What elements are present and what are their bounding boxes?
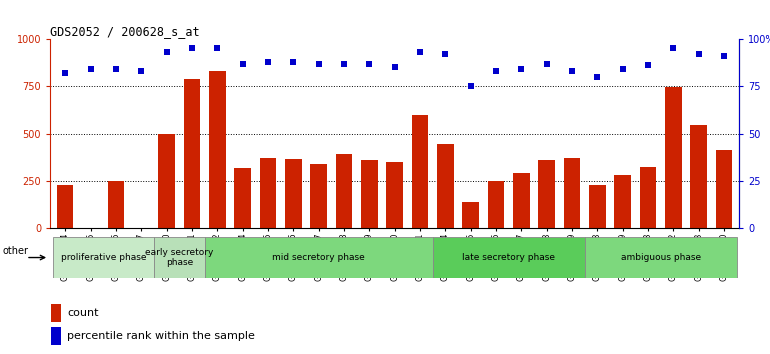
- Point: [591, 74, 604, 80]
- Point: [363, 61, 376, 67]
- Bar: [487, 181, 504, 228]
- Bar: [159, 133, 175, 228]
- Point: [718, 53, 730, 59]
- Bar: [234, 168, 251, 228]
- Point: [110, 67, 122, 72]
- Bar: [691, 125, 707, 228]
- Bar: [640, 167, 656, 228]
- Bar: [463, 202, 479, 228]
- Point: [566, 68, 578, 74]
- Bar: [51, 327, 61, 345]
- Bar: [52, 237, 154, 278]
- Text: percentile rank within the sample: percentile rank within the sample: [68, 331, 255, 341]
- Bar: [614, 175, 631, 228]
- Bar: [665, 87, 681, 228]
- Text: count: count: [68, 308, 99, 318]
- Point: [617, 67, 629, 72]
- Bar: [437, 144, 454, 228]
- Point: [338, 61, 350, 67]
- Point: [262, 59, 274, 64]
- Text: other: other: [2, 246, 28, 256]
- Bar: [589, 185, 605, 228]
- Bar: [538, 160, 555, 228]
- Point: [490, 68, 502, 74]
- Bar: [310, 164, 326, 228]
- Bar: [513, 173, 530, 228]
- Point: [211, 46, 223, 51]
- Bar: [154, 237, 205, 278]
- Point: [388, 64, 400, 70]
- Point: [85, 67, 97, 72]
- Text: proliferative phase: proliferative phase: [61, 253, 146, 262]
- Point: [667, 46, 679, 51]
- Point: [642, 63, 654, 68]
- Text: mid secretory phase: mid secretory phase: [273, 253, 365, 262]
- Point: [541, 61, 553, 67]
- Point: [135, 68, 147, 74]
- Point: [236, 61, 249, 67]
- Point: [160, 49, 172, 55]
- Bar: [285, 159, 302, 228]
- Bar: [412, 115, 428, 228]
- Text: early secretory
phase: early secretory phase: [145, 248, 213, 267]
- Point: [464, 84, 477, 89]
- Bar: [564, 158, 581, 228]
- Bar: [57, 185, 73, 228]
- Bar: [336, 154, 352, 228]
- Point: [692, 51, 705, 57]
- Bar: [205, 237, 433, 278]
- Point: [313, 61, 325, 67]
- Text: GDS2052 / 200628_s_at: GDS2052 / 200628_s_at: [50, 25, 199, 38]
- Point: [287, 59, 300, 64]
- Bar: [259, 158, 276, 228]
- Point: [186, 46, 198, 51]
- Bar: [387, 162, 403, 228]
- Bar: [361, 160, 377, 228]
- Bar: [209, 71, 226, 228]
- Bar: [184, 79, 200, 228]
- Point: [439, 51, 451, 57]
- Bar: [51, 304, 61, 321]
- Point: [413, 49, 426, 55]
- Point: [59, 70, 72, 76]
- Text: late secretory phase: late secretory phase: [462, 253, 555, 262]
- Text: ambiguous phase: ambiguous phase: [621, 253, 701, 262]
- Bar: [584, 237, 737, 278]
- Point: [515, 67, 527, 72]
- Bar: [108, 181, 124, 228]
- Bar: [433, 237, 584, 278]
- Bar: [716, 150, 732, 228]
